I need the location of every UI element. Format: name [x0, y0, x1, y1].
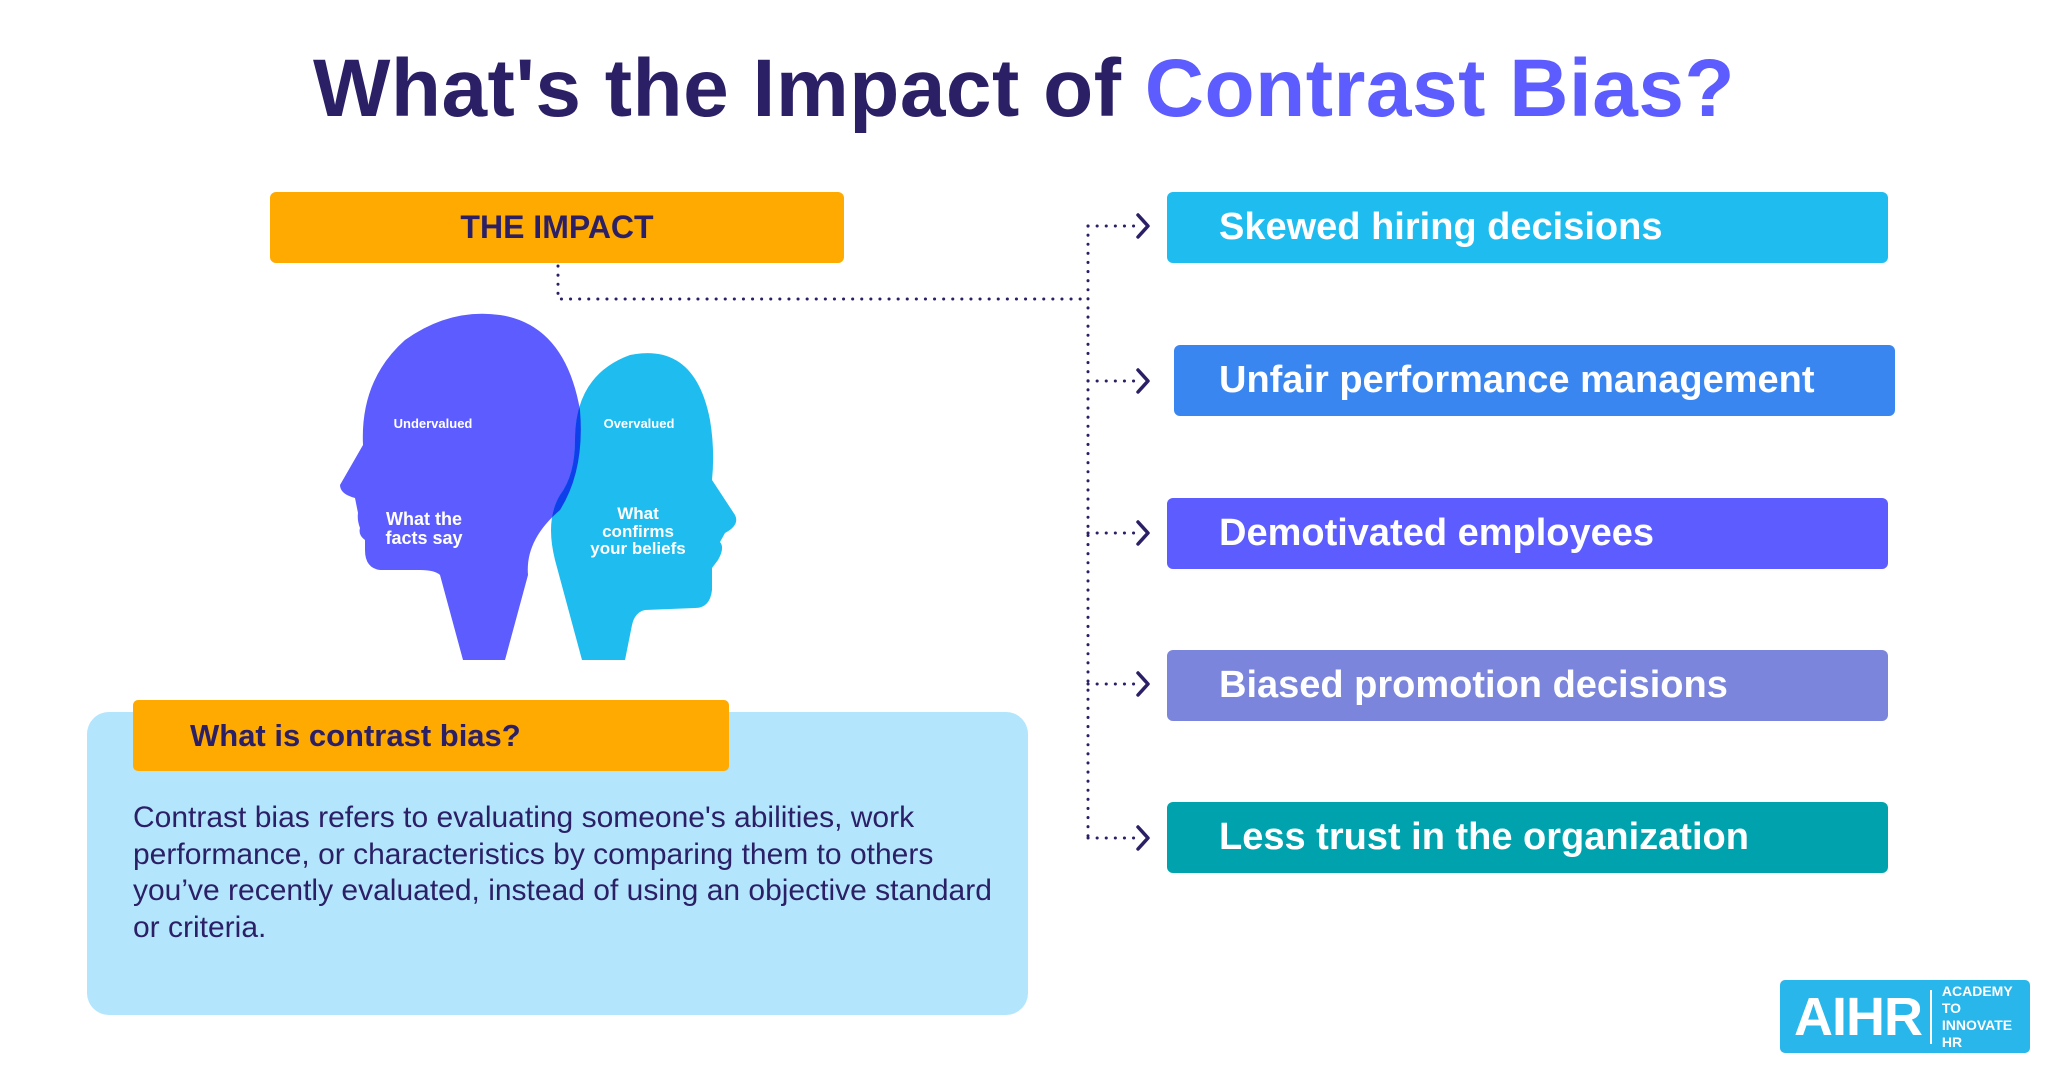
title-prefix: What's the Impact of: [312, 43, 1145, 134]
overvalued-label: Overvalued: [603, 416, 675, 431]
impact-skewed-hiring: Skewed hiring decisions: [1167, 192, 1888, 263]
arrow-icon: [1136, 825, 1150, 851]
arrow-icon: [1136, 213, 1150, 239]
logo-tagline: ACADEMY TO INNOVATE HR: [1941, 982, 2013, 1050]
undervalued-label: Undervalued: [393, 416, 473, 431]
logo-mark: AIHR: [1794, 986, 1923, 1047]
definition-heading: What is contrast bias?: [133, 700, 729, 771]
aihr-logo: AIHR ACADEMY TO INNOVATE HR: [1780, 980, 2030, 1053]
title-accent: Contrast Bias?: [1144, 43, 1736, 134]
page-title: What's the Impact of Contrast Bias?: [0, 42, 2048, 136]
impact-unfair-performance: Unfair performance management: [1174, 345, 1895, 416]
definition-text: Contrast bias refers to evaluating someo…: [133, 801, 992, 944]
left-head-text: What the facts say: [385, 509, 463, 548]
impact-less-trust: Less trust in the organization: [1167, 802, 1888, 873]
impact-label: THE IMPACT: [270, 192, 844, 263]
impact-demotivated: Demotivated employees: [1167, 498, 1888, 569]
blue-head: [551, 353, 737, 660]
arrow-icon: [1136, 368, 1150, 394]
logo-divider: [1930, 989, 1932, 1044]
arrow-icon: [1136, 671, 1150, 697]
two-heads-illustration: [340, 313, 737, 660]
arrow-icon: [1136, 520, 1150, 546]
impact-biased-promotion: Biased promotion decisions: [1167, 650, 1888, 721]
purple-head: [340, 313, 581, 660]
right-head-text: What confirms your beliefs: [590, 504, 686, 558]
